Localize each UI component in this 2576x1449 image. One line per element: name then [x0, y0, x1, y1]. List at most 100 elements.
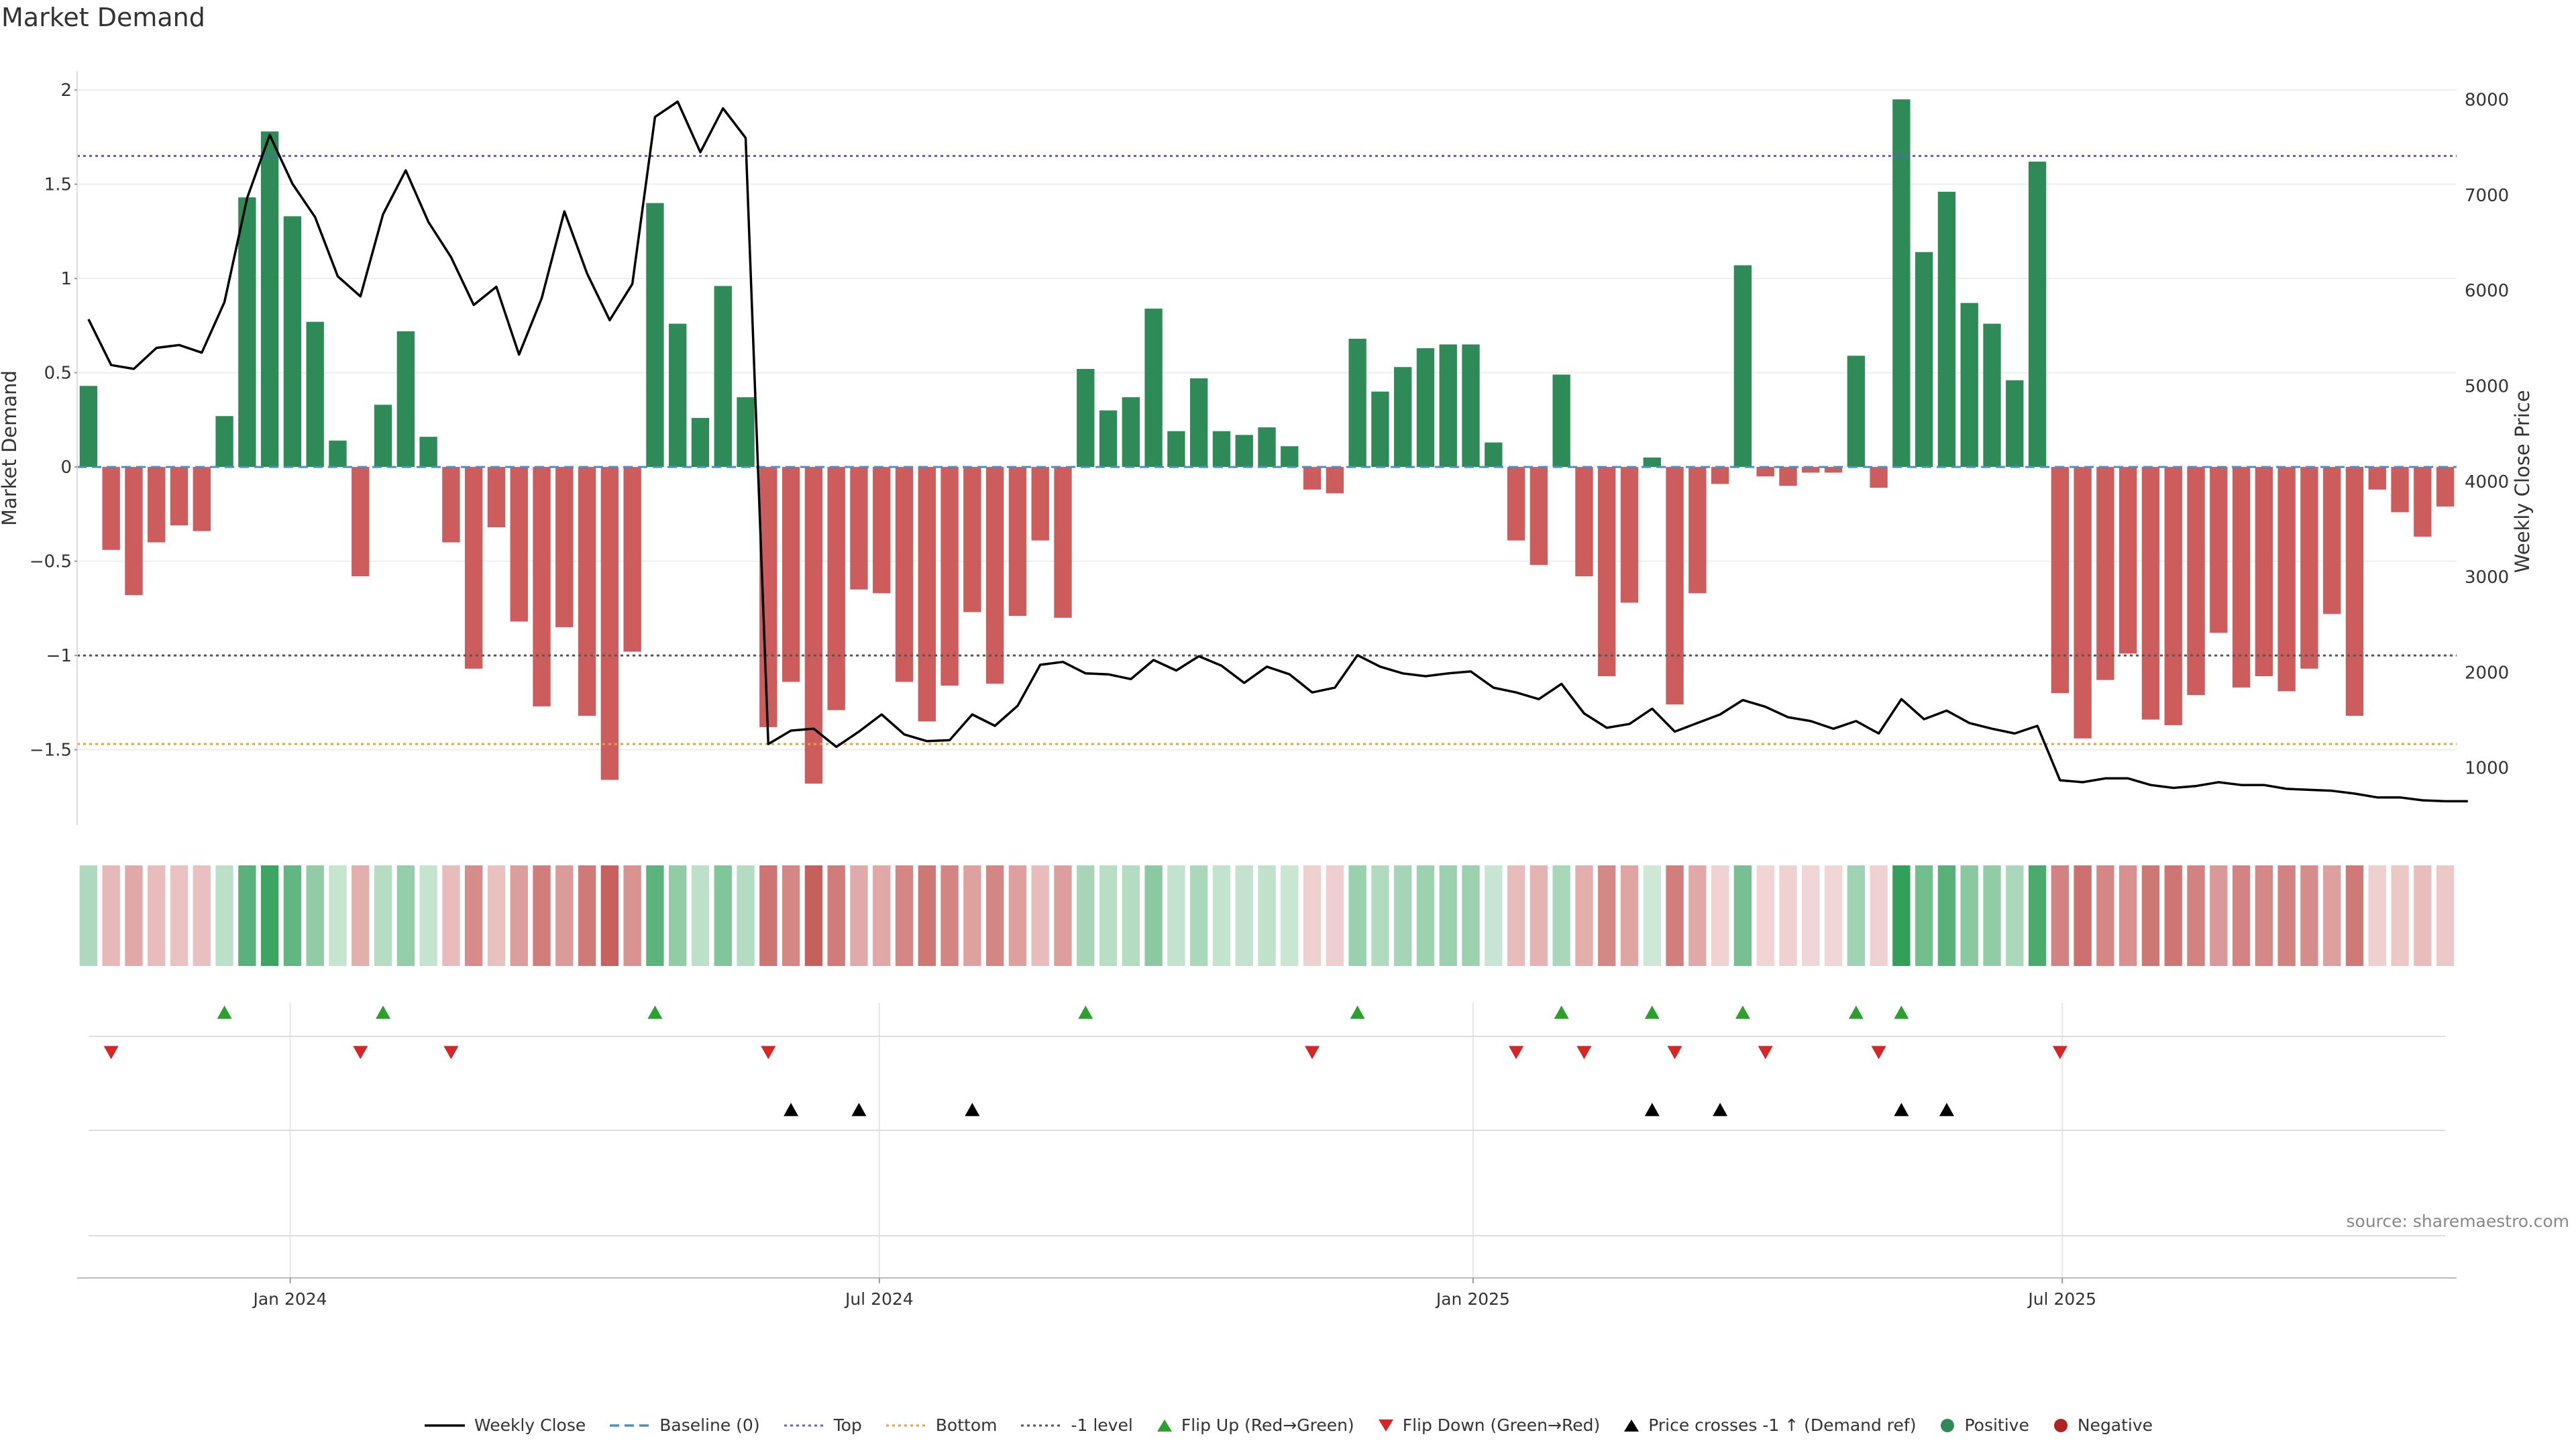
demand-bar	[1643, 458, 1661, 468]
demand-bar	[2051, 467, 2070, 694]
heat-cell	[2187, 865, 2205, 966]
demand-bar	[1688, 467, 1707, 594]
flip-up-marker	[1350, 1006, 1365, 1019]
x-tick-label: Jan 2025	[1435, 1289, 1510, 1309]
legend-label: Negative	[2077, 1415, 2153, 1435]
demand-bar	[1711, 467, 1729, 484]
heat-cell	[2119, 865, 2137, 966]
demand-bar	[1258, 427, 1276, 468]
demand-bar	[555, 467, 574, 627]
demand-bar	[1008, 467, 1027, 616]
flip-up-marker	[647, 1006, 663, 1019]
demand-bar	[1189, 378, 1208, 468]
demand-bar	[283, 216, 302, 468]
heat-cell	[352, 865, 370, 966]
heat-cell	[1212, 865, 1231, 966]
heat-cell	[646, 865, 664, 966]
heat-cell	[2300, 865, 2318, 966]
legend-triangle-down	[1378, 1419, 1393, 1432]
demand-bar	[352, 467, 370, 577]
demand-bar	[1326, 467, 1344, 494]
flip-up-marker	[1078, 1006, 1093, 1019]
heat-cell	[1348, 865, 1366, 966]
heat-cell	[419, 865, 437, 966]
heat-cell	[2096, 865, 2114, 966]
demand-bar	[1167, 431, 1185, 468]
y-tick-label: −1.5	[30, 741, 72, 761]
demand-bar	[125, 467, 143, 596]
demand-bar	[238, 197, 256, 468]
demand-bar	[1756, 467, 1774, 477]
demand-bar	[102, 467, 120, 550]
flip-down-marker	[1305, 1046, 1320, 1059]
axis-layer: −1.5 −1 −0.5 0 0.5 1 1.5 2 1000 2000 3000 4000 5000 6…	[0, 71, 2534, 1309]
heat-cell	[238, 865, 256, 966]
heat-cell	[555, 865, 574, 966]
heat-cell	[963, 865, 981, 966]
heat-cell	[1099, 865, 1118, 966]
demand-bar	[2323, 467, 2341, 614]
flip-up-marker	[1735, 1006, 1750, 1019]
legend-swatch-weekly_close	[424, 1424, 465, 1427]
heat-cell	[260, 865, 279, 966]
heat-cell	[2345, 865, 2364, 966]
heat-cell	[1552, 865, 1570, 966]
heat-cell	[1643, 865, 1661, 966]
heat-cell	[1462, 865, 1480, 966]
heat-cell	[533, 865, 551, 966]
x-tick-label: Jul 2025	[2027, 1289, 2096, 1309]
y-tick-label: 0.5	[44, 364, 72, 384]
x-tick-label: Jul 2024	[844, 1289, 914, 1309]
legend-swatch-flip_up	[1157, 1419, 1172, 1432]
heat-cell	[737, 865, 755, 966]
heat-cell	[2028, 865, 2047, 966]
demand-bar	[918, 467, 936, 722]
demand-bar	[1666, 467, 1684, 705]
demand-bar	[306, 321, 324, 468]
demand-bar	[1144, 309, 1163, 468]
legend-item-flip_up: Flip Up (Red→Green)	[1156, 1415, 1354, 1435]
demand-bar	[804, 467, 823, 784]
heat-cell	[1915, 865, 1933, 966]
demand-bar	[1485, 442, 1503, 468]
heat-cell	[2391, 865, 2409, 966]
legend-item-positive: Positive	[1939, 1415, 2029, 1435]
heat-cell	[714, 865, 732, 966]
demand-bar	[1077, 368, 1095, 468]
heat-cell	[1439, 865, 1457, 966]
cross-marker	[965, 1103, 980, 1116]
heat-cell	[102, 865, 120, 966]
heat-cell	[125, 865, 143, 966]
legend-circle	[1941, 1418, 1955, 1432]
y2-tick-label: 8000	[2465, 91, 2509, 111]
heat-cell	[1031, 865, 1049, 966]
heat-cell	[1258, 865, 1276, 966]
cross-marker	[1939, 1103, 1954, 1116]
legend-triangle-up	[1624, 1419, 1640, 1432]
heat-cell	[2210, 865, 2228, 966]
heat-cell	[2232, 865, 2251, 966]
cross-marker	[1894, 1103, 1909, 1116]
heat-cell	[1416, 865, 1435, 966]
heat-cell	[1008, 865, 1027, 966]
demand-bar	[2096, 467, 2114, 680]
flip-down-marker	[1758, 1046, 1773, 1059]
legend-swatch-minus_one	[1021, 1424, 1062, 1426]
demand-bar	[895, 467, 914, 682]
legend-swatch-bottom	[885, 1424, 926, 1426]
legend-item-cross: Price crosses -1 ↑ (Demand ref)	[1623, 1415, 1916, 1435]
demand-bar	[2074, 467, 2092, 739]
demand-bar	[1031, 467, 1049, 541]
page-title: Market Demand	[1, 3, 205, 32]
legend-circle	[2053, 1418, 2068, 1432]
legend-label: -1 level	[1071, 1415, 1133, 1435]
flip-up-marker	[217, 1006, 232, 1019]
demand-bar	[2368, 467, 2386, 490]
heat-cell	[669, 865, 687, 966]
legend-item-bottom: Bottom	[885, 1415, 997, 1435]
legend-item-top: Top	[783, 1415, 862, 1435]
y2-tick-label: 4000	[2465, 472, 2509, 492]
demand-heat-strip	[79, 865, 2455, 966]
demand-bar	[2164, 467, 2182, 726]
y-tick-label: 1.5	[44, 175, 72, 195]
